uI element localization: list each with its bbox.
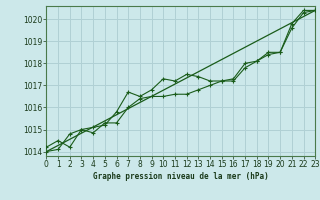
X-axis label: Graphe pression niveau de la mer (hPa): Graphe pression niveau de la mer (hPa)	[93, 172, 269, 181]
